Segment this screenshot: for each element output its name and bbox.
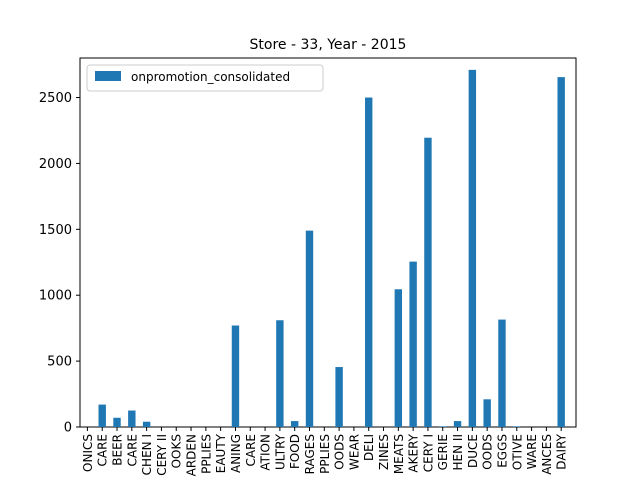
x-tick-label-4: CHEN I xyxy=(140,434,154,475)
x-tick-label-8: PPLIES xyxy=(199,434,213,474)
bar-26 xyxy=(468,69,477,428)
bar-3 xyxy=(128,410,136,427)
bar-14 xyxy=(290,421,299,427)
bar-22 xyxy=(409,261,417,427)
legend-box xyxy=(86,64,324,92)
bar-24 xyxy=(439,426,447,427)
x-tick-label-29: OTIVE xyxy=(510,434,524,470)
x-tick-label-7: ARDEN xyxy=(185,434,199,476)
x-tick-label-27: OODS xyxy=(481,434,495,470)
x-tick-label-15: RAGES xyxy=(303,434,317,474)
x-tick-label-20: ZINES xyxy=(377,434,391,470)
bar-13 xyxy=(276,320,284,427)
x-tick-label-19: DELI xyxy=(362,434,376,461)
x-tick-label-17: OODS xyxy=(333,434,347,470)
bar-17 xyxy=(335,367,343,427)
x-tick-label-6: OOKS xyxy=(170,434,184,468)
x-tick-label-25: HEN II xyxy=(451,434,465,470)
y-tick-label-5: 2500 xyxy=(39,91,72,106)
bar-23 xyxy=(424,137,432,428)
y-tick-label-2: 1000 xyxy=(39,289,72,304)
bar-19 xyxy=(365,97,373,427)
x-tick-label-30: WARE xyxy=(525,434,539,469)
bar-28 xyxy=(498,319,506,427)
y-tick-label-0: 0 xyxy=(64,421,72,436)
x-axis: ONICS CARE BEER CARE CHEN I CERY II OOKS ARDEN P… xyxy=(81,427,569,476)
x-tick-label-24: GERIE xyxy=(436,434,450,470)
bar-29 xyxy=(513,426,521,427)
y-tick-label-3: 1500 xyxy=(39,223,72,238)
legend-swatch xyxy=(95,71,121,81)
x-tick-label-11: CARE xyxy=(244,434,258,467)
x-tick-label-32: DAIRY xyxy=(555,433,569,469)
bar-25 xyxy=(453,421,462,427)
x-tick-label-5: CERY II xyxy=(155,434,169,476)
x-tick-label-21: MEATS xyxy=(392,434,406,474)
x-tick-label-16: PPLIES xyxy=(318,434,332,474)
x-tick-label-9: EAUTY xyxy=(214,433,228,473)
bar-32 xyxy=(557,77,565,428)
x-tick-label-12: ATION xyxy=(259,434,273,471)
bar-4 xyxy=(142,421,151,427)
plot-frame xyxy=(79,57,577,428)
bar-2 xyxy=(113,417,121,427)
bars-group xyxy=(98,69,565,428)
bar-1 xyxy=(98,404,106,427)
x-tick-label-10: ANING xyxy=(229,434,243,473)
x-tick-label-13: ULTRY xyxy=(273,433,287,470)
x-tick-label-22: AKERY xyxy=(407,433,421,472)
legend-label: onpromotion_consolidated xyxy=(131,70,290,84)
x-tick-label-2: BEER xyxy=(111,434,125,466)
x-tick-label-26: DUCE xyxy=(466,434,480,468)
y-axis: 0 500 1000 1500 2000 2500 xyxy=(39,91,80,436)
x-tick-label-31: ANCES xyxy=(540,434,554,475)
x-tick-label-28: EGGS xyxy=(495,434,509,468)
bar-27 xyxy=(483,399,491,427)
x-tick-label-0: ONICS xyxy=(81,434,95,472)
chart-title: Store - 33, Year - 2015 xyxy=(250,37,407,53)
bar-15 xyxy=(305,230,314,427)
x-tick-label-18: WEAR xyxy=(347,434,361,470)
y-tick-label-1: 500 xyxy=(47,355,72,370)
bar-10 xyxy=(231,325,240,427)
x-tick-label-23: CERY I xyxy=(421,434,435,472)
legend: onpromotion_consolidated xyxy=(86,64,324,92)
y-tick-label-4: 2000 xyxy=(39,157,72,172)
bar-21 xyxy=(394,289,403,427)
x-tick-label-14: FOOD xyxy=(288,434,302,469)
x-tick-label-1: CARE xyxy=(96,434,110,467)
x-tick-label-3: CARE xyxy=(125,434,139,467)
